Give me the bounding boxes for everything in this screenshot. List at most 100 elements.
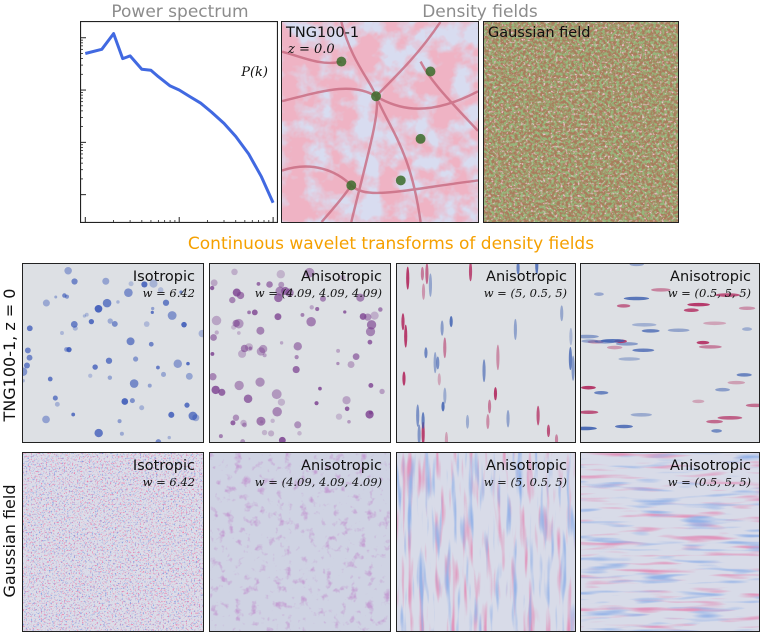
wavelet-blob: [293, 342, 302, 351]
wavelet-blob: [279, 341, 284, 345]
wavelet-blob: [168, 411, 175, 418]
wavelet-blob: [94, 428, 103, 438]
wavelet-blob: [210, 373, 217, 381]
wavelet-blob: [211, 385, 220, 395]
plot-frame: [79, 20, 279, 224]
wavelet-blob: [629, 264, 644, 267]
wavelet-blob: [416, 404, 420, 427]
wavelet-blob: [218, 388, 226, 396]
wavelet-blob: [52, 395, 58, 401]
gaussian-density-panel: Gaussian field: [483, 21, 679, 223]
wavelet-blob: [234, 380, 244, 391]
wavelet-blob: [133, 356, 139, 362]
wavelet-blob: [368, 382, 374, 388]
wavelet-param: w = (0.5, 5, 5): [667, 286, 751, 300]
tng-label: TNG100-1: [286, 25, 360, 41]
wavelet-blob: [71, 412, 76, 417]
tng-halo-node: [346, 180, 357, 191]
wavelet-blob: [150, 310, 154, 314]
wavelet-blob: [268, 430, 275, 437]
wavelet-blob: [278, 436, 286, 442]
wavelet-blob: [486, 414, 490, 430]
wavelet-blob: [437, 373, 441, 386]
wavelet-blob: [82, 314, 87, 318]
wavelet-blob: [294, 421, 302, 429]
wavelet-blob: [23, 362, 30, 369]
power-spectrum-header: Power spectrum: [111, 2, 249, 22]
wavelet-blob: [116, 300, 120, 304]
wavelet-blob: [727, 380, 746, 385]
wavelet-blob: [364, 313, 372, 321]
wavelet-blob: [496, 344, 500, 371]
wavelet-blob: [706, 419, 723, 424]
wavelet-blob: [105, 357, 113, 364]
wavelet-blob: [336, 361, 340, 366]
wavelet-blob: [406, 266, 410, 290]
wavelet-blob: [161, 371, 167, 377]
wavelet-blob: [274, 293, 283, 303]
wavelet-blob: [260, 420, 264, 424]
wavelet-blob: [88, 373, 93, 378]
wavelet-blob: [270, 418, 275, 424]
wavelet-param: w = (5, 0.5, 5): [483, 286, 567, 300]
wavelet-blob: [615, 424, 633, 429]
wavelet-blob: [210, 334, 217, 341]
gaussian-anisotropic-5055-image: [397, 453, 575, 631]
wavelet-name: Isotropic: [132, 458, 195, 474]
wavelet-blob: [26, 354, 33, 361]
wavelet-name: Anisotropic: [301, 458, 382, 474]
wavelet-blob: [379, 388, 385, 395]
wavelet-blob: [119, 431, 124, 436]
wavelet-blob: [107, 375, 113, 380]
wavelet-blob: [47, 376, 53, 382]
wavelet-blob: [569, 327, 573, 346]
wavelet-blob: [184, 402, 190, 408]
wavelet-param: w = (4.09, 4.09, 4.09): [254, 286, 382, 300]
power-spectrum-line: [84, 32, 275, 204]
wavelet-transforms-title: Continuous wavelet transforms of density…: [187, 234, 595, 254]
wavelet-blob: [343, 310, 347, 314]
wavelet-blob: [243, 394, 253, 404]
wavelet-blob: [198, 329, 203, 338]
wavelet-blob: [261, 429, 268, 436]
wavelet-blob: [581, 334, 599, 339]
gaussian-anisotropic-5055-panel: Anisotropic w = (5, 0.5, 5): [396, 452, 576, 632]
wavelet-blob: [240, 419, 247, 427]
wavelet-blob: [84, 312, 89, 317]
tng-filament: [419, 61, 478, 132]
wavelet-blob: [94, 304, 103, 313]
wavelet-blob: [256, 347, 266, 356]
tng-filament: [282, 50, 342, 65]
wavelet-blob: [535, 264, 539, 275]
wavelet-blob: [300, 312, 305, 317]
wavelet-param: w = (5, 0.5, 5): [483, 475, 567, 489]
wavelet-blob: [703, 321, 727, 326]
tng-anisotropic-5055-image: [397, 264, 575, 442]
power-spectrum-svg: [79, 20, 279, 224]
row-label-tng: TNG100-1, z = 0: [0, 288, 19, 422]
wavelet-blob: [277, 398, 286, 406]
wavelet-blob: [128, 281, 134, 287]
wavelet-blob: [314, 401, 319, 406]
wavelet-blob: [506, 409, 510, 428]
wavelet-blob: [421, 412, 425, 429]
wavelet-blob: [715, 293, 741, 297]
wavelet-blob: [402, 371, 406, 386]
wavelet-blob: [149, 279, 158, 288]
wavelet-blob: [157, 287, 164, 293]
wavelet-blob: [736, 373, 752, 377]
wavelet-blob: [436, 356, 440, 370]
wavelet-blob: [715, 387, 730, 392]
wavelet-blob: [493, 387, 498, 401]
wavelet-blob: [568, 346, 572, 371]
wavelet-blob: [179, 290, 183, 294]
gaussian-label: Gaussian field: [488, 25, 591, 41]
wavelet-blob: [271, 389, 282, 400]
wavelet-blob: [711, 429, 722, 433]
wavelet-blob: [593, 292, 604, 296]
wavelet-blob: [428, 273, 433, 297]
wavelet-blob: [443, 337, 447, 359]
wavelet-name: Anisotropic: [670, 269, 751, 285]
wavelet-blob: [717, 416, 743, 420]
wavelet-blob: [247, 310, 251, 315]
